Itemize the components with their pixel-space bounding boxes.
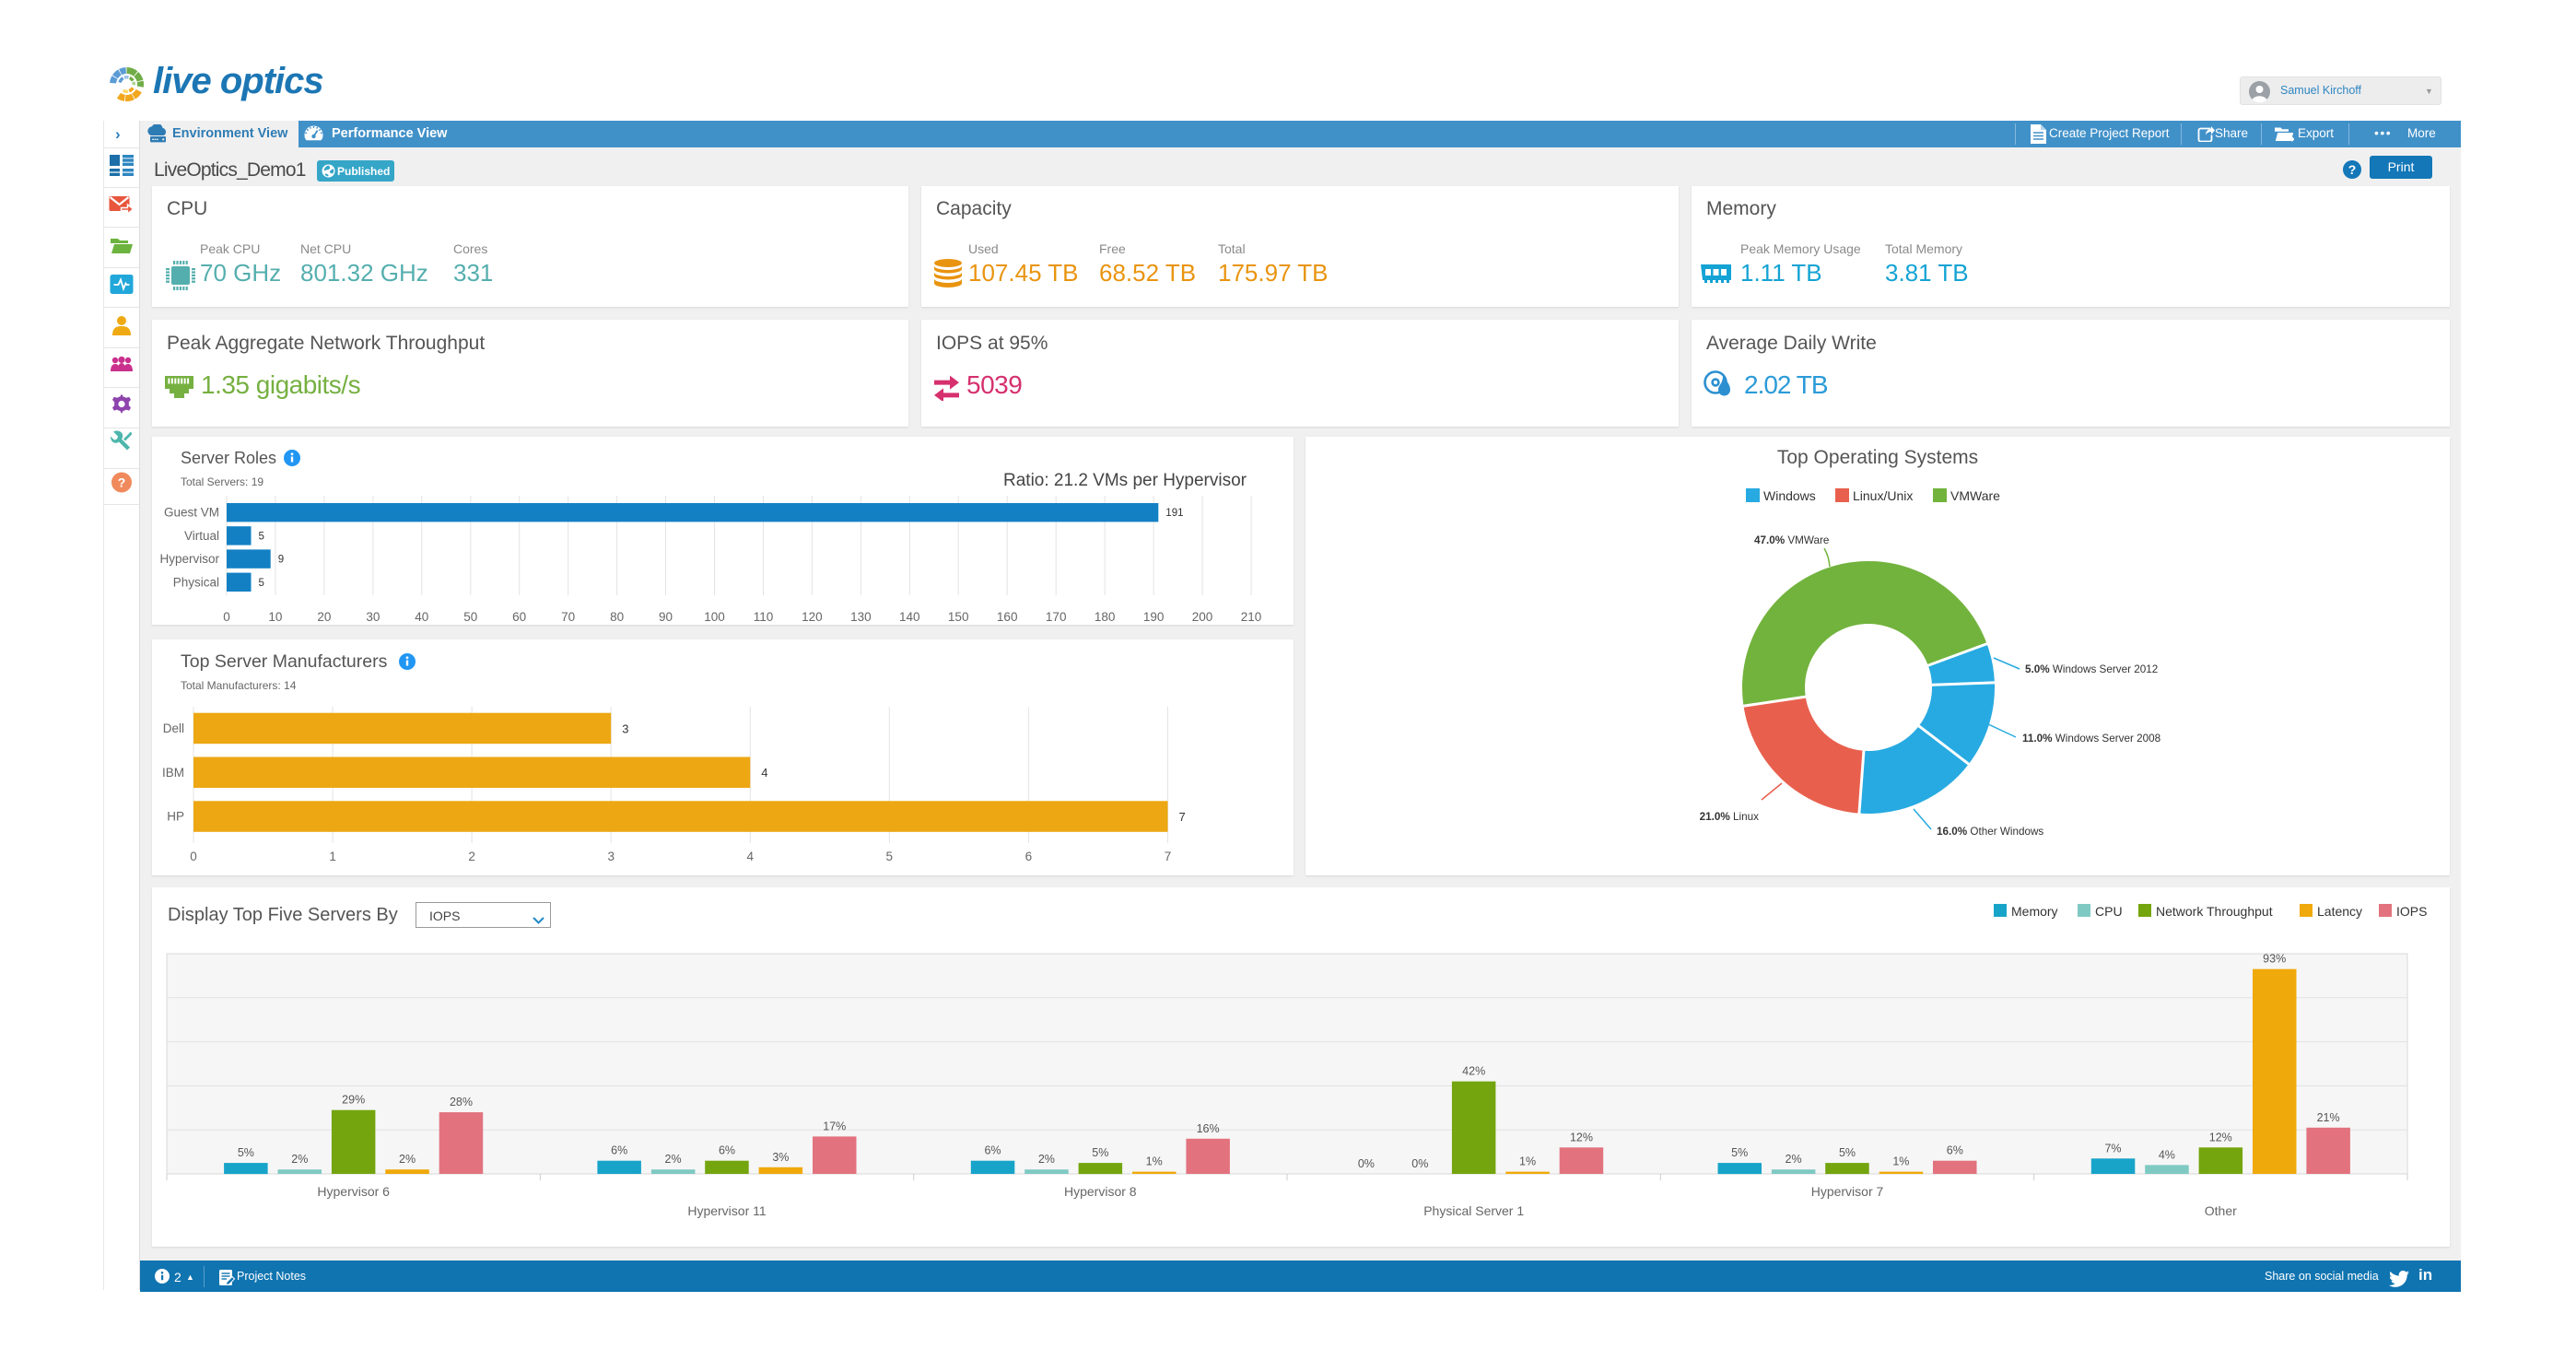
svg-text:4: 4 bbox=[747, 850, 755, 863]
svg-text:140: 140 bbox=[899, 610, 920, 624]
svg-text:40: 40 bbox=[415, 610, 428, 624]
svg-text:4%: 4% bbox=[2159, 1148, 2175, 1161]
svg-text:2%: 2% bbox=[1786, 1153, 1802, 1166]
svg-text:5: 5 bbox=[259, 578, 264, 589]
svg-text:1%: 1% bbox=[1146, 1155, 1163, 1168]
svg-text:0: 0 bbox=[223, 610, 230, 624]
svg-text:0%: 0% bbox=[1411, 1157, 1428, 1170]
svg-text:70: 70 bbox=[561, 610, 575, 624]
svg-text:9: 9 bbox=[278, 555, 284, 566]
svg-text:5%: 5% bbox=[1092, 1146, 1108, 1159]
svg-text:120: 120 bbox=[802, 610, 823, 624]
svg-text:Other: Other bbox=[2205, 1203, 2237, 1218]
svg-text:3: 3 bbox=[607, 850, 615, 863]
svg-text:7: 7 bbox=[1179, 810, 1186, 824]
svg-text:191: 191 bbox=[1165, 508, 1183, 519]
svg-text:16.0% Other Windows: 16.0% Other Windows bbox=[1937, 826, 2043, 838]
svg-text:2%: 2% bbox=[399, 1153, 416, 1166]
svg-text:Physical Server 1: Physical Server 1 bbox=[1423, 1203, 1524, 1218]
svg-text:5%: 5% bbox=[1731, 1146, 1748, 1159]
svg-text:Physical: Physical bbox=[173, 575, 219, 589]
svg-text:21%: 21% bbox=[2317, 1111, 2340, 1124]
svg-text:29%: 29% bbox=[342, 1094, 365, 1107]
svg-text:2%: 2% bbox=[1038, 1153, 1055, 1166]
svg-text:7%: 7% bbox=[2104, 1142, 2121, 1155]
svg-text:Virtual: Virtual bbox=[184, 529, 219, 543]
svg-text:6%: 6% bbox=[1947, 1144, 1963, 1157]
svg-text:Hypervisor 6: Hypervisor 6 bbox=[317, 1184, 390, 1199]
svg-text:20: 20 bbox=[317, 610, 331, 624]
svg-text:16%: 16% bbox=[1197, 1122, 1220, 1135]
svg-text:190: 190 bbox=[1143, 610, 1165, 624]
svg-text:IBM: IBM bbox=[162, 766, 184, 780]
svg-text:7: 7 bbox=[1165, 850, 1172, 863]
svg-text:28%: 28% bbox=[450, 1096, 473, 1108]
svg-text:2%: 2% bbox=[291, 1153, 308, 1166]
svg-text:5%: 5% bbox=[1839, 1146, 1856, 1159]
svg-text:5%: 5% bbox=[238, 1146, 254, 1159]
svg-text:12%: 12% bbox=[1570, 1131, 1593, 1143]
svg-text:2: 2 bbox=[468, 850, 475, 863]
svg-text:1%: 1% bbox=[1519, 1155, 1536, 1168]
svg-text:Hypervisor: Hypervisor bbox=[159, 552, 219, 566]
svg-text:160: 160 bbox=[997, 610, 1018, 624]
svg-text:Guest VM: Guest VM bbox=[164, 506, 219, 520]
svg-text:3: 3 bbox=[622, 722, 628, 736]
svg-text:0%: 0% bbox=[1358, 1157, 1375, 1170]
svg-text:180: 180 bbox=[1095, 610, 1116, 624]
svg-text:30: 30 bbox=[366, 610, 380, 624]
svg-text:?: ? bbox=[118, 475, 126, 490]
svg-text:170: 170 bbox=[1046, 610, 1067, 624]
svg-text:90: 90 bbox=[659, 610, 673, 624]
svg-text:150: 150 bbox=[948, 610, 969, 624]
svg-text:93%: 93% bbox=[2263, 953, 2286, 966]
svg-text:100: 100 bbox=[704, 610, 725, 624]
svg-text:12%: 12% bbox=[2209, 1131, 2232, 1143]
svg-text:5.0% Windows Server 2012: 5.0% Windows Server 2012 bbox=[2025, 663, 2158, 675]
svg-text:210: 210 bbox=[1241, 610, 1262, 624]
svg-text:0: 0 bbox=[190, 850, 197, 863]
svg-text:Hypervisor 7: Hypervisor 7 bbox=[1811, 1184, 1884, 1199]
svg-text:2%: 2% bbox=[665, 1153, 682, 1166]
svg-text:5: 5 bbox=[259, 531, 264, 542]
svg-text:HP: HP bbox=[167, 810, 184, 824]
svg-text:Hypervisor 11: Hypervisor 11 bbox=[687, 1203, 767, 1218]
svg-text:6: 6 bbox=[1025, 850, 1033, 863]
svg-text:60: 60 bbox=[512, 610, 526, 624]
svg-text:21.0% Linux: 21.0% Linux bbox=[1700, 811, 1759, 823]
svg-text:4: 4 bbox=[761, 766, 767, 780]
svg-text:Dell: Dell bbox=[163, 721, 184, 735]
svg-text:6%: 6% bbox=[984, 1144, 1001, 1157]
svg-text:200: 200 bbox=[1192, 610, 1213, 624]
svg-text:80: 80 bbox=[610, 610, 624, 624]
svg-text:6%: 6% bbox=[719, 1144, 735, 1157]
svg-text:5: 5 bbox=[886, 850, 894, 863]
svg-text:1: 1 bbox=[329, 850, 336, 863]
svg-text:42%: 42% bbox=[1462, 1065, 1485, 1078]
svg-text:130: 130 bbox=[850, 610, 872, 624]
svg-text:6%: 6% bbox=[611, 1144, 627, 1157]
svg-text:Hypervisor 8: Hypervisor 8 bbox=[1064, 1184, 1137, 1199]
svg-text:11.0% Windows Server 2008: 11.0% Windows Server 2008 bbox=[2022, 733, 2160, 745]
svg-text:50: 50 bbox=[463, 610, 477, 624]
svg-text:17%: 17% bbox=[823, 1120, 846, 1132]
svg-text:10: 10 bbox=[268, 610, 282, 624]
svg-text:3%: 3% bbox=[772, 1151, 789, 1164]
svg-text:1%: 1% bbox=[1892, 1155, 1909, 1168]
svg-text:47.0% VMWare: 47.0% VMWare bbox=[1754, 534, 1829, 546]
svg-text:110: 110 bbox=[754, 610, 774, 624]
